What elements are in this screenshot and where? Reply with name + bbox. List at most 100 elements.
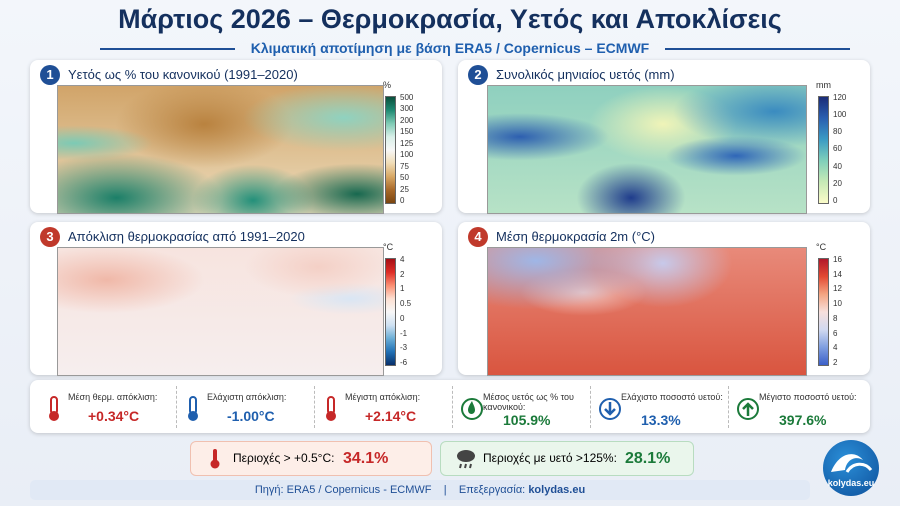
highlight: Περιοχές > +0.5°C: 34.1%: [190, 441, 432, 476]
stat-value: 13.3%: [641, 412, 681, 428]
colorbar: [385, 96, 396, 204]
stats-bar: Μέση θερμ. απόκλιση: +0.34°C Ελάχιστη απόκ…: [30, 380, 870, 433]
stat-icon: [461, 396, 483, 422]
colorbar-unit: °C: [383, 242, 394, 252]
colorbar-label: 6: [833, 328, 838, 338]
rule: [100, 48, 235, 50]
colorbar-label: 0: [400, 313, 405, 323]
colorbar-label: 2: [400, 269, 405, 279]
processing-label: Επεξεργασία:: [458, 484, 526, 496]
stat-icon: [599, 396, 621, 422]
colorbar-label: 100: [833, 110, 847, 120]
panel-title: Μέση θερμοκρασία 2m (°C): [496, 229, 655, 244]
colorbar-label: 20: [833, 178, 842, 188]
stat: Ελάχιστη απόκλιση: -1.00°C: [176, 386, 312, 428]
map: [57, 85, 384, 214]
colorbar-label: 8: [833, 313, 838, 323]
stat: Μέγιστη απόκλιση: +2.14°C: [314, 386, 450, 428]
separator: |: [443, 484, 447, 496]
panel-number: 4: [468, 227, 488, 247]
colorbar-label: 1: [400, 284, 405, 294]
stat-value: +2.14°C: [365, 408, 417, 424]
logo-text: kolydas.eu: [827, 478, 875, 488]
colorbar-label: -3: [400, 343, 408, 353]
source: Πηγή: ERA5 / Copernicus - ECMWF: [254, 484, 432, 496]
colorbar-label: 4: [833, 343, 838, 353]
colorbar: [818, 258, 829, 366]
stat-label: Μέση θερμ. απόκλιση:: [68, 392, 158, 402]
colorbar-label: 100: [400, 150, 414, 160]
up-icon: [737, 398, 759, 420]
colorbar-label: 12: [833, 284, 842, 294]
colorbar-label: -6: [400, 357, 408, 367]
stat-icon: [46, 396, 66, 422]
colorbar: [385, 258, 396, 366]
colorbar-label: 500: [400, 93, 414, 102]
colorbar-label: 0.5: [400, 299, 412, 309]
panel: 2 Συνολικός μηνιαίος υετός (mm) mm 120 100 80…: [458, 60, 870, 214]
footer: Πηγή: ERA5 / Copernicus - ECMWF | Επεξερ…: [30, 480, 810, 500]
logo: kolydas.eu: [823, 440, 879, 496]
subtitle: Κλιματική αποτίμηση με βάση ERA5 / Coper…: [250, 40, 650, 56]
map: [57, 247, 384, 376]
thermometer-icon: [49, 396, 59, 421]
highlight-value: 34.1%: [343, 450, 389, 467]
stat: Μέσος υετός ως % του κανονικού: 105.9%: [452, 386, 588, 428]
stat: Μέγιστο ποσοστό υετού: 397.6%: [728, 386, 864, 428]
panel: 3 Απόκλιση θερμοκρασίας από 1991–2020 °C 4 2…: [30, 222, 442, 376]
colorbar-label: 50: [400, 173, 409, 183]
stat-label: Μέσος υετός ως % του κανονικού:: [483, 392, 574, 412]
colorbar-label: 125: [400, 138, 414, 148]
panel-number: 1: [40, 65, 60, 85]
colorbar-label: -1: [400, 328, 408, 338]
panel-title: Υετός ως % του κανονικού (1991–2020): [68, 67, 298, 82]
colorbar-label: 40: [833, 161, 842, 171]
down-icon: [599, 398, 621, 420]
stat-label: Ελάχιστη απόκλιση:: [207, 392, 287, 402]
panel: 4 Μέση θερμοκρασία 2m (°C) °C 16 14 12 10 8 6 4 2: [458, 222, 870, 376]
rule: [665, 48, 850, 50]
colorbar-label: 0: [833, 195, 838, 205]
colorbar-label: 80: [833, 127, 842, 137]
colorbar-label: 75: [400, 161, 409, 171]
colorbar-label: 2: [833, 357, 838, 367]
colorbar-label: 16: [833, 255, 842, 264]
stat-value: 105.9%: [503, 412, 551, 428]
stat-icon: [323, 396, 343, 422]
colorbar-label: 14: [833, 269, 842, 279]
rain-icon: [457, 450, 475, 469]
thermometer-icon: [326, 396, 336, 421]
highlight: Περιοχές με υετό >125%: 28.1%: [440, 441, 694, 476]
stat-value: -1.00°C: [227, 408, 275, 424]
colorbar-label: 120: [833, 93, 847, 102]
colorbar-label: 10: [833, 299, 842, 309]
drop-icon: [461, 398, 483, 420]
processing-value: kolydas.eu: [528, 484, 586, 496]
colorbar-label: 200: [400, 115, 414, 125]
stat: Μέση θερμ. απόκλιση: +0.34°C: [38, 386, 173, 428]
colorbar-label: 4: [400, 255, 405, 264]
colorbar-label: 0: [400, 195, 405, 205]
title: Μάρτιος 2026 – Θερμοκρασία, Υετός και Απ…: [118, 4, 782, 34]
colorbar-ticks: 500 300 200 150 125 100 75 50 25 0: [400, 93, 413, 205]
colorbar-ticks: 120 100 80 60 40 20 0: [833, 93, 846, 205]
stat: Ελάχιστο ποσοστό υετού: 13.3%: [590, 386, 726, 428]
stat-label: Ελάχιστο ποσοστό υετού:: [621, 392, 723, 402]
map: [487, 85, 807, 214]
stat-icon: [737, 396, 759, 422]
colorbar-label: 300: [400, 104, 414, 114]
colorbar-label: 60: [833, 144, 842, 154]
stat-value: +0.34°C: [88, 408, 140, 424]
panel-title: Απόκλιση θερμοκρασίας από 1991–2020: [68, 229, 305, 244]
stat-icon: [185, 396, 205, 422]
map: [487, 247, 807, 376]
colorbar-label: 25: [400, 184, 409, 194]
panel-number: 3: [40, 227, 60, 247]
highlight-label: Περιοχές με υετό >125%:: [483, 451, 617, 465]
stat-label: Μέγιστη απόκλιση:: [345, 392, 421, 402]
thermometer-icon: [210, 449, 220, 469]
stat-label: Μέγιστο ποσοστό υετού:: [759, 392, 857, 402]
panel-number: 2: [468, 65, 488, 85]
panel: 1 Υετός ως % του κανονικού (1991–2020)% 50…: [30, 60, 442, 214]
